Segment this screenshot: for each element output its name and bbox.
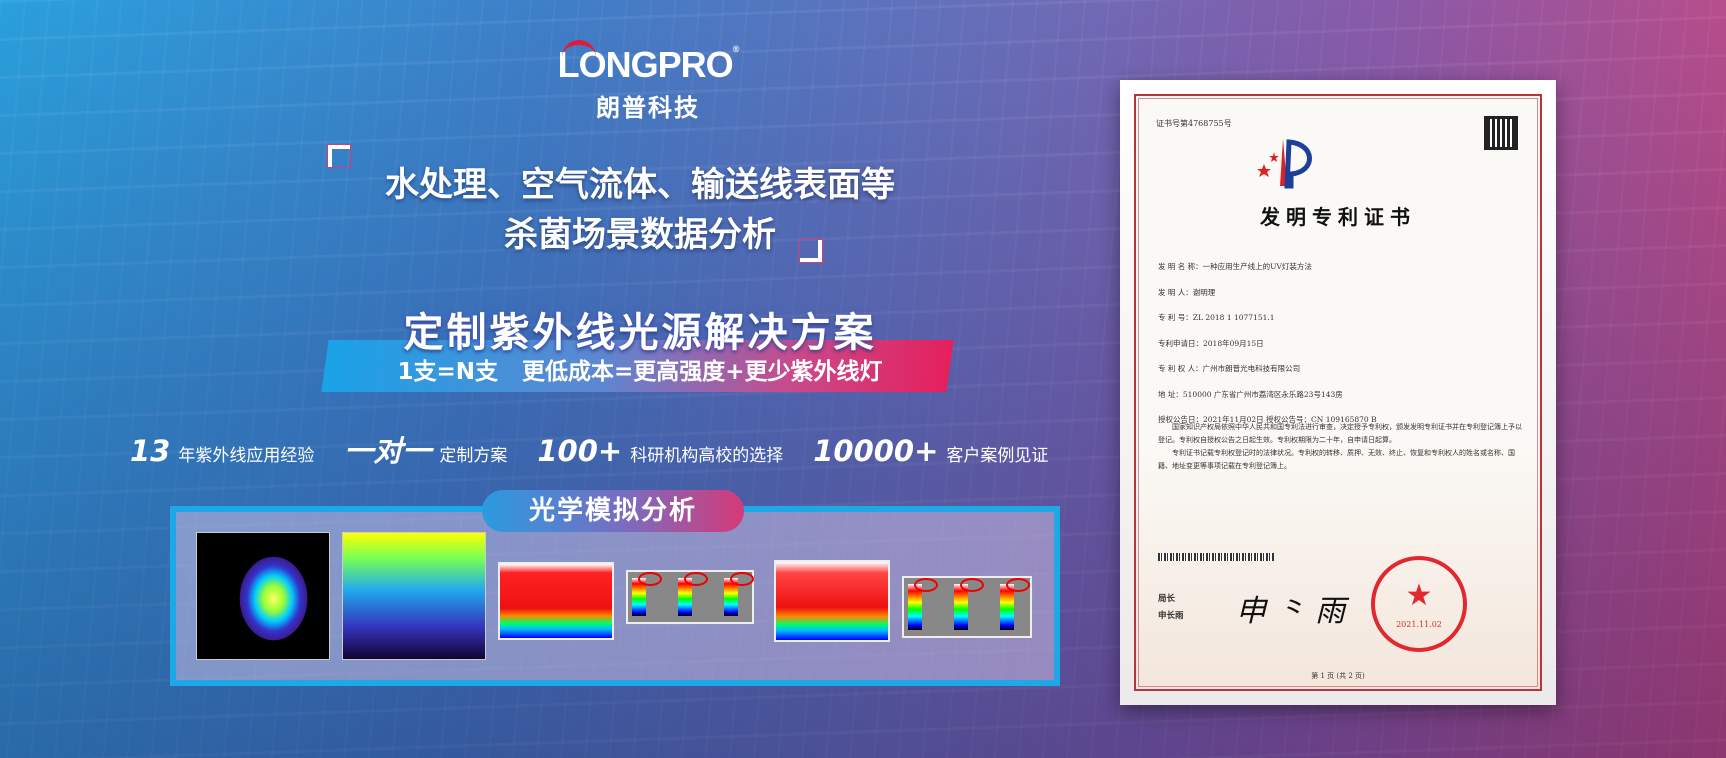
- simulation-plot-scatter: [342, 532, 486, 660]
- signer-block: 局长 申长雨: [1158, 591, 1184, 625]
- stat-number: 100+: [537, 434, 623, 468]
- stat-number: 一对一: [344, 434, 432, 468]
- stat-label: 客户案例见证: [946, 446, 1049, 466]
- logo-text-en: LONGPRO: [557, 44, 734, 85]
- stats-row: 13 年紫外线应用经验 一对一 定制方案 100+ 科研机构高校的选择 10000+ 客…: [130, 428, 1070, 470]
- signer-name: 申长雨: [1158, 611, 1184, 621]
- patent-certificate: 证书号第4768755号 发明专利证书 发 明 名 称：一种应用生产线上的UV灯…: [1134, 94, 1542, 691]
- registered-mark: ®: [732, 44, 740, 54]
- certificate-number: 证书号第4768755号: [1156, 119, 1232, 128]
- field-inventor: 发 明 人：谢明理: [1158, 287, 1216, 297]
- handwritten-signature: 申 ⺀ 雨: [1236, 594, 1346, 629]
- close-bracket-decoration: [800, 240, 822, 262]
- simulation-plot-spot: [196, 532, 330, 660]
- irradiance-heatmap-2: [774, 560, 890, 642]
- stat-label: 年紫外线应用经验: [178, 446, 315, 466]
- certificate-fields: 发 明 名 称：一种应用生产线上的UV灯装方法 发 明 人：谢明理 专 利 号：…: [1158, 254, 1377, 433]
- barcode: [1158, 553, 1274, 561]
- ribbon-title: 定制紫外线光源解决方案: [403, 310, 877, 356]
- company-logo: LONGPRO® 朗普科技: [548, 40, 748, 123]
- patent-certificate-frame: 证书号第4768755号 发明专利证书 发 明 名 称：一种应用生产线上的UV灯…: [1120, 80, 1556, 705]
- logo-text-cn: 朗普科技: [596, 94, 700, 122]
- open-bracket-decoration: [328, 145, 350, 167]
- color-legend-2: [902, 576, 1032, 638]
- field-invention-name: 发 明 名 称：一种应用生产线上的UV灯装方法: [1158, 262, 1312, 271]
- body-paragraph: 专利证书记载专利权登记时的法律状况。专利权的转移、质押、无效、终止、恢复和专利权…: [1158, 449, 1515, 470]
- page-indicator: 第 1 页 (共 2 页): [1311, 672, 1365, 680]
- signer-title: 局长: [1158, 594, 1176, 604]
- field-grant-date: 授权公告日：2021年11月02日 授权公告号：CN 109165870 B: [1158, 415, 1377, 424]
- irradiance-heatmap-1: [498, 562, 614, 640]
- field-patent-number: 专 利 号：ZL 2018 1 1077151.1: [1158, 313, 1275, 322]
- body-paragraph: 国家知识产权局依照中华人民共和国专利法进行审查，决定授予专利权，颁发发明专利证书…: [1158, 423, 1522, 444]
- analysis-title-pill: 光学模拟分析: [482, 490, 744, 532]
- stat-number: 13: [130, 434, 171, 468]
- certificate-body: 国家知识产权局依照中华人民共和国专利法进行审查，决定授予专利权，颁发发明专利证书…: [1158, 421, 1522, 473]
- headline: 水处理、空气流体、输送线表面等 杀菌场景数据分析: [340, 160, 940, 260]
- qr-code: [1484, 116, 1518, 150]
- headline-line1: 水处理、空气流体、输送线表面等: [385, 165, 895, 205]
- ribbon-subtitle: 1支=N支 更低成本=更高强度+更少紫外线灯: [397, 359, 883, 385]
- field-application-date: 专利申请日：2018年09月15日: [1158, 338, 1264, 348]
- headline-line2: 杀菌场景数据分析: [504, 215, 776, 255]
- stat-number: 10000+: [813, 434, 939, 468]
- official-seal: ★ 2021.11.02: [1371, 556, 1467, 652]
- field-patentee: 专 利 权 人：广州市朗普光电科技有限公司: [1158, 364, 1301, 373]
- color-legend-1: [626, 570, 754, 624]
- certificate-title: 发明专利证书: [1260, 205, 1416, 229]
- field-address: 地 址：510000 广东省广州市荔湾区永乐路23号143房: [1158, 389, 1343, 399]
- cnipa-emblem-icon: [1257, 139, 1312, 189]
- stat-label: 科研机构高校的选择: [630, 446, 784, 466]
- stat-label: 定制方案: [439, 446, 508, 466]
